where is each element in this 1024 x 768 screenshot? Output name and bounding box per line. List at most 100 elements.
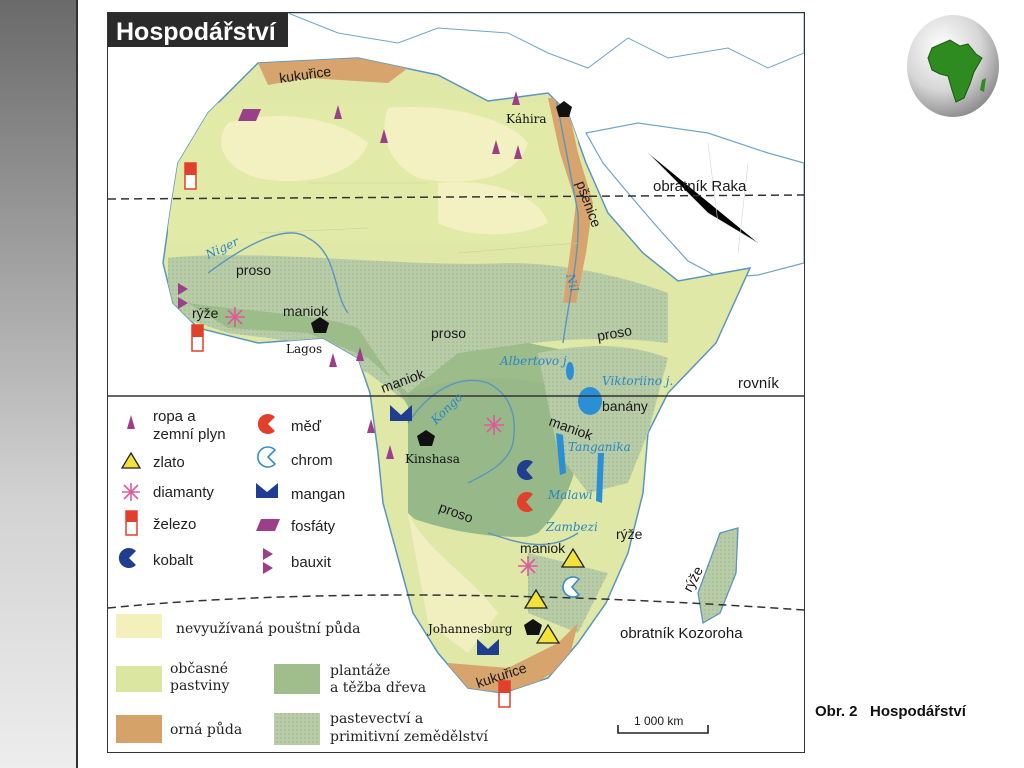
cobalt-icon <box>118 548 136 568</box>
legend-primitive-line1: pastevectví a <box>330 711 423 727</box>
legend-plantation-line1: plantáže <box>330 663 390 679</box>
equator-label: rovník <box>738 375 779 392</box>
legend-plantation-swatch <box>274 664 320 694</box>
lake-tanganika-label: Tanganika <box>568 440 631 454</box>
gold-icon <box>120 451 142 469</box>
legend-arable-swatch <box>116 715 162 743</box>
crop-label: proso <box>431 325 466 341</box>
lake-malawi-label: Malawi <box>547 488 593 502</box>
city-icon <box>311 317 329 333</box>
diamond-icon <box>225 307 245 327</box>
legend-desert-swatch <box>116 614 162 638</box>
legend-bauxite: bauxit <box>291 554 332 571</box>
diamond-icon <box>484 415 504 435</box>
lake-victoria <box>578 387 602 415</box>
tropic-cancer-label: obratník Raka <box>653 178 747 195</box>
arabia-landmass <box>585 122 804 279</box>
crop-label: maniok <box>283 303 329 319</box>
crop-label: banány <box>602 398 648 414</box>
manganese-icon <box>477 639 499 655</box>
chrome-icon <box>257 446 277 468</box>
legend-primitive-line2: primitivní zemědělství <box>330 729 489 745</box>
caption-title: Hospodářství <box>870 703 966 720</box>
phosphate-icon <box>256 519 280 531</box>
oil-gas-icon <box>512 91 520 105</box>
oil-gas-icon <box>334 105 342 119</box>
europe-landmass <box>108 13 804 69</box>
legend-pasture-swatch <box>116 666 162 692</box>
oil-gas-icon <box>127 415 135 429</box>
city-johannesburg-label: Johannesburg <box>426 622 513 636</box>
legend-iron: železo <box>153 516 196 533</box>
legend-copper: měď <box>291 418 322 435</box>
legend-pasture-line1: občasné <box>170 661 228 677</box>
cobalt-icon <box>517 460 533 481</box>
lake-malawi <box>596 453 604 503</box>
globe-icon <box>906 14 1000 118</box>
bauxite-icon <box>178 283 188 309</box>
diamond-icon <box>122 483 140 501</box>
legend-oil-gas-line1: ropa a <box>153 408 196 425</box>
city-icon <box>417 430 435 446</box>
legend-desert: nevyužívaná pouštní půda <box>176 620 361 637</box>
diamond-icon <box>518 556 538 576</box>
oil-gas-icon <box>356 347 364 361</box>
manganese-icon <box>256 483 278 498</box>
city-lagos-label: Lagos <box>286 342 322 356</box>
city-icon <box>524 619 542 635</box>
legend-arable: orná půda <box>170 721 242 738</box>
madagascar <box>697 527 739 625</box>
lake-albert <box>566 362 574 380</box>
copper-icon <box>257 413 275 434</box>
city-cairo-label: Káhira <box>506 112 547 126</box>
scale-bar: 1 000 km <box>617 714 709 734</box>
gold-icon <box>560 547 586 568</box>
legend-pasture-line2: pastviny <box>170 678 230 694</box>
legend-oil-gas-line2: zemní plyn <box>153 426 226 443</box>
crop-label: proso <box>236 262 271 278</box>
caption-number: Obr. 2 <box>815 703 858 720</box>
river-zambezi-label: Zambezi <box>545 520 598 534</box>
lake-albert-label: Albertovo j. <box>499 354 570 368</box>
scale-label: 1 000 km <box>634 714 683 728</box>
manganese-icon <box>390 405 412 421</box>
arabia-borders <box>647 142 759 254</box>
tropic-capricorn-line <box>108 594 804 611</box>
figure-caption: Obr. 2 Hospodářství <box>815 703 966 720</box>
crop-label: rýže <box>616 526 643 542</box>
slide-sidebar-gradient <box>0 0 78 768</box>
oil-gas-icon <box>514 145 522 159</box>
city-kinshasa-label: Kinshasa <box>405 452 460 466</box>
legend: ropa a zemní plyn zlato diamanty železo … <box>116 408 489 745</box>
legend-phosphates: fosfáty <box>291 518 336 535</box>
oil-gas-icon <box>492 140 500 154</box>
city-icon <box>556 101 572 117</box>
oil-gas-icon <box>329 353 337 367</box>
oil-gas-icon <box>380 129 388 143</box>
iron-icon <box>125 510 138 536</box>
map-title-banner <box>108 13 288 47</box>
river-nile-label: Nil <box>563 271 582 293</box>
phosphate-icon <box>238 109 261 121</box>
lake-tanganika <box>556 433 566 475</box>
oil-gas-icon <box>367 419 375 433</box>
legend-primitive-swatch <box>274 713 320 745</box>
africa-economy-map: Hospodářství obratník Raka rovník obratn… <box>107 12 805 753</box>
legend-chrome: chrom <box>291 452 333 469</box>
oil-gas-icon <box>386 445 394 459</box>
gold-icon <box>535 623 561 644</box>
crop-label: proso <box>596 322 633 344</box>
crop-label: maniok <box>520 540 566 556</box>
legend-manganese: mangan <box>291 486 345 503</box>
bauxite-icon <box>263 548 273 574</box>
gold-icon <box>523 588 549 609</box>
crop-label: kukuřice <box>278 63 332 86</box>
lake-victoria-label: Viktoriino j. <box>602 374 673 388</box>
map-title: Hospodářství <box>116 18 277 46</box>
map-resource-symbols <box>178 91 586 708</box>
legend-diamonds: diamanty <box>153 484 214 501</box>
copper-icon <box>517 492 533 512</box>
tropic-capricorn-label: obratník Kozoroha <box>620 625 743 642</box>
legend-gold: zlato <box>153 454 185 471</box>
crop-label: rýže <box>192 305 219 321</box>
